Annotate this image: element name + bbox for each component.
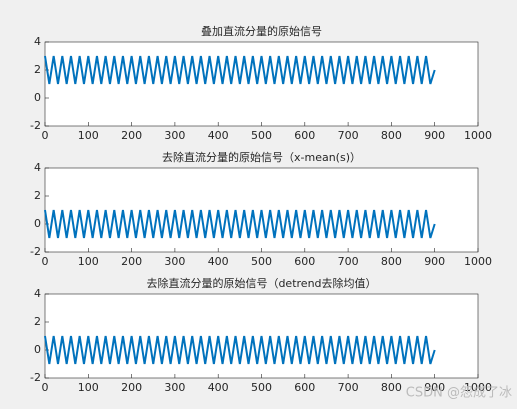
x-tick-label: 200 xyxy=(121,255,142,268)
x-tick-label: 600 xyxy=(294,255,315,268)
y-tick-label: 2 xyxy=(34,189,41,202)
x-tick-label: 100 xyxy=(78,255,99,268)
x-tick-label: 600 xyxy=(294,381,315,394)
watermark: CSDN @怨成了冰 xyxy=(406,386,512,401)
x-tick-label: 300 xyxy=(164,381,185,394)
x-tick-label: 600 xyxy=(294,129,315,142)
x-tick-label: 400 xyxy=(208,129,229,142)
x-tick-label: 100 xyxy=(78,381,99,394)
x-tick-label: 100 xyxy=(78,129,99,142)
y-tick-label: 4 xyxy=(34,161,41,174)
x-tick-label: 900 xyxy=(424,129,445,142)
signal-line xyxy=(44,55,436,85)
y-tick-label: 0 xyxy=(34,343,41,356)
x-tick-label: 1000 xyxy=(464,129,492,142)
x-tick-label: 400 xyxy=(208,381,229,394)
x-tick-label: 200 xyxy=(121,381,142,394)
x-tick-label: 200 xyxy=(121,129,142,142)
y-tick-label: 2 xyxy=(34,315,41,328)
signal-line xyxy=(44,209,436,239)
x-tick-label: 500 xyxy=(251,381,272,394)
y-tick-label: -2 xyxy=(30,245,41,258)
y-tick-label: 4 xyxy=(34,35,41,48)
x-tick-label: 900 xyxy=(424,255,445,268)
x-tick-label: 700 xyxy=(338,255,359,268)
chart-title: 叠加直流分量的原始信号 xyxy=(201,24,322,38)
x-tick-label: 300 xyxy=(164,129,185,142)
x-tick-label: 800 xyxy=(381,381,402,394)
y-tick-label: -2 xyxy=(30,371,41,384)
x-tick-label: 1000 xyxy=(464,381,492,394)
x-tick-label: 0 xyxy=(42,129,49,142)
signal-line xyxy=(44,335,436,365)
y-tick-label: 0 xyxy=(34,91,41,104)
chart-title: 去除直流分量的原始信号（detrend去除均值） xyxy=(146,276,376,290)
y-tick-label: 2 xyxy=(34,63,41,76)
x-tick-label: 0 xyxy=(42,255,49,268)
x-tick-label: 300 xyxy=(164,255,185,268)
y-tick-label: 0 xyxy=(34,217,41,230)
x-tick-label: 900 xyxy=(424,381,445,394)
y-tick-label: 4 xyxy=(34,287,41,300)
x-tick-label: 700 xyxy=(338,129,359,142)
x-tick-label: 400 xyxy=(208,255,229,268)
x-tick-label: 800 xyxy=(381,255,402,268)
x-tick-label: 0 xyxy=(42,381,49,394)
x-tick-label: 700 xyxy=(338,381,359,394)
x-tick-label: 1000 xyxy=(464,255,492,268)
x-tick-label: 500 xyxy=(251,255,272,268)
y-tick-label: -2 xyxy=(30,119,41,132)
x-tick-label: 800 xyxy=(381,129,402,142)
chart-title: 去除直流分量的原始信号（x-mean(s)） xyxy=(162,150,361,164)
x-tick-label: 500 xyxy=(251,129,272,142)
